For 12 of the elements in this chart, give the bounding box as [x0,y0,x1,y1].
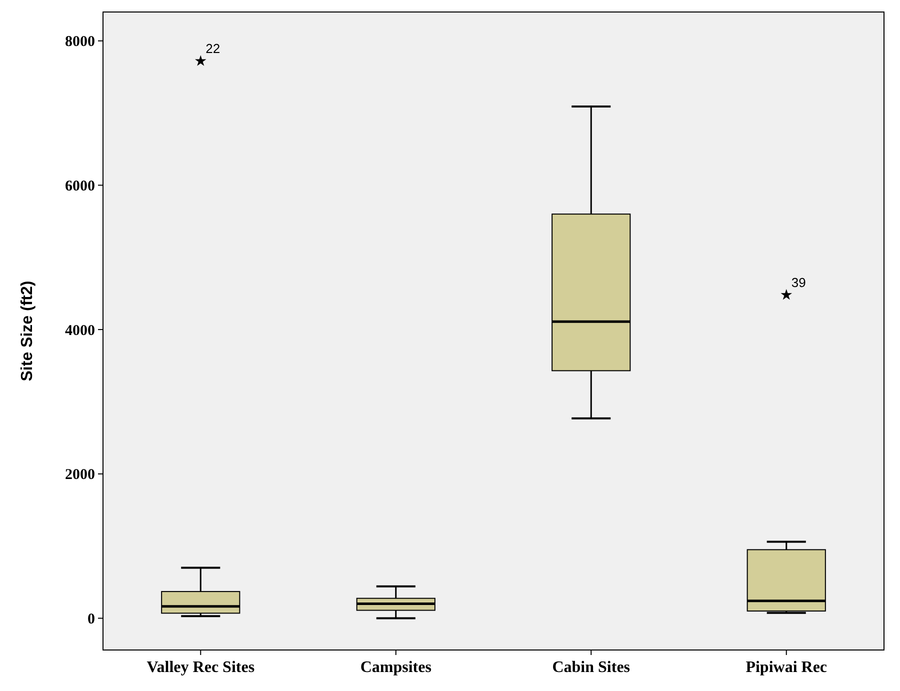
x-tick-label: Campsites [360,659,432,676]
x-tick-label: Valley Rec Sites [146,659,255,676]
y-tick-label: 6000 [65,178,95,194]
y-axis-title: Site Size (ft2) [19,280,36,382]
y-tick-label: 8000 [65,34,95,50]
x-tick-label: Cabin Sites [552,659,630,676]
annotation: 22 [206,41,220,56]
y-tick-label: 0 [88,611,95,628]
x-tick-label: Pipiwai Rec [746,659,828,676]
y-tick-label: 4000 [65,322,95,339]
y-tick-label: 2000 [65,467,95,484]
annotation: 39 [791,274,806,290]
